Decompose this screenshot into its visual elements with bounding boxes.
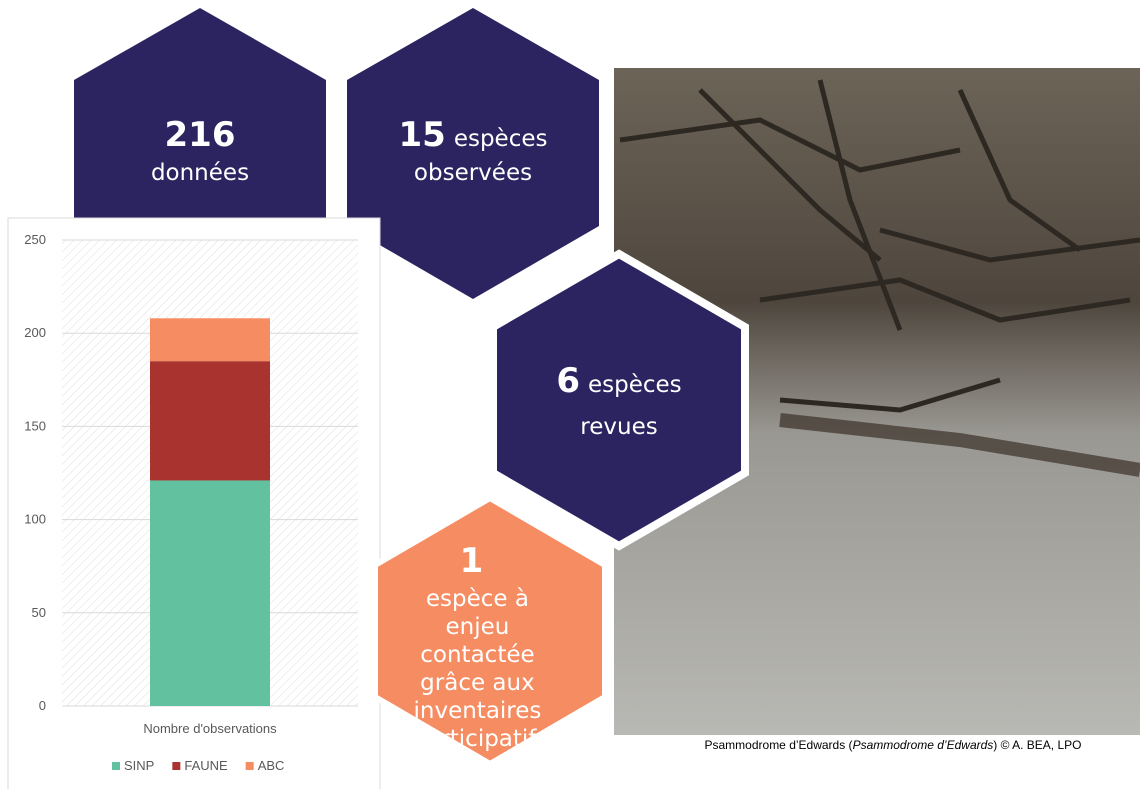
photo-caption: Psammodrome d’Edwards (Psammodrome d’Edw… <box>705 738 1082 752</box>
legend-swatch <box>172 762 181 770</box>
bar-segment <box>150 361 270 481</box>
chart: 0 50 100 150 200 250 Nombre d'observations SINP… <box>24 232 358 773</box>
bar-segment <box>150 480 270 706</box>
legend-label: FAUNE <box>184 758 228 773</box>
hexagon: 15 espèces observées <box>347 8 599 299</box>
hexagon: 1 espèce à enjeu contactée grâce aux inv… <box>372 494 608 768</box>
legend-swatch <box>245 762 254 770</box>
hexagon: 6 espèces revues <box>489 249 749 551</box>
y-tick-label: 100 <box>24 512 46 527</box>
hexagon-text: 15 espèces observées <box>399 115 548 186</box>
legend-swatch <box>112 762 120 770</box>
y-tick-label: 200 <box>24 325 46 340</box>
legend-label: SINP <box>124 758 154 773</box>
legend-label: ABC <box>258 758 285 773</box>
hexagon-text: 216 données <box>151 115 249 186</box>
bar-segment <box>150 318 270 362</box>
y-tick-label: 250 <box>24 232 46 247</box>
y-tick-label: 150 <box>24 418 46 433</box>
hexagon-text: 6 espèces revues <box>556 361 681 440</box>
x-tick-label: Nombre d'observations <box>143 721 277 736</box>
y-tick-label: 50 <box>32 605 46 620</box>
hexagon-text: 1 espèce à enjeu contactée grâce aux inv… <box>412 541 549 752</box>
y-tick-label: 0 <box>39 698 46 713</box>
